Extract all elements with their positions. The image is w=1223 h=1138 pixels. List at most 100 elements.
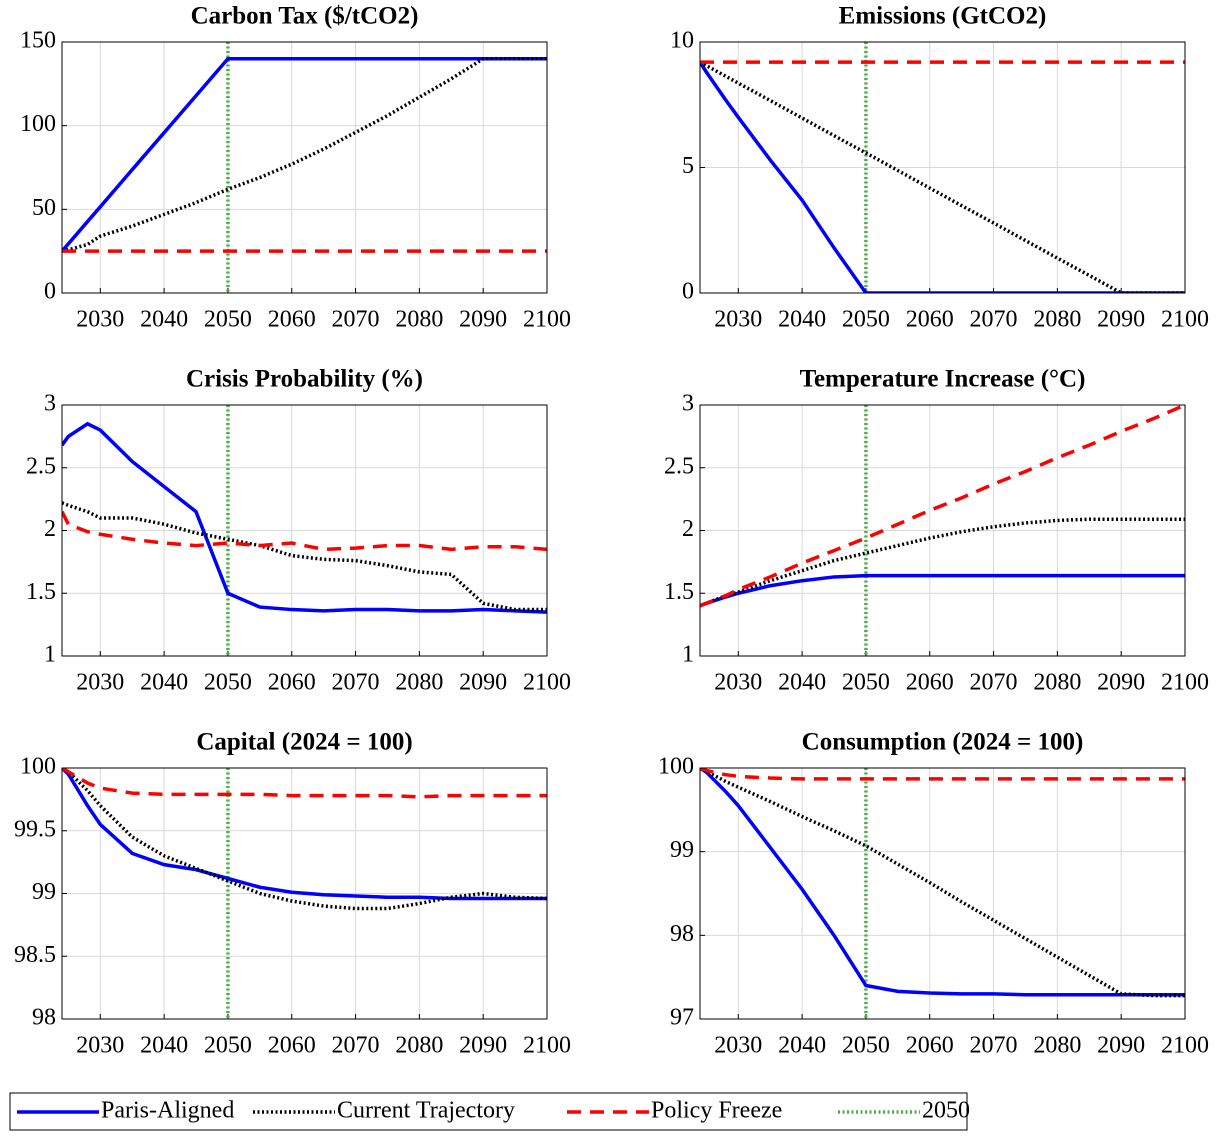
- y-tick-label: 97: [670, 1005, 694, 1031]
- subplot: Carbon Tax ($/tCO2) 0 50 100 150 2030 2040 2050…: [20, 3, 571, 333]
- series-line: [62, 768, 547, 901]
- series-line: [700, 573, 1185, 608]
- subplot: Emissions (GtCO2) 0 5 10 2030 2040 2050 2060 207…: [670, 3, 1209, 333]
- x-tick-label: 2040: [140, 307, 188, 333]
- x-tick-label: 2050: [204, 1033, 252, 1059]
- subplot: Temperature Increase (°C) 1 1.5 2 2.5 3 2030 20…: [664, 366, 1209, 696]
- series-line: [700, 405, 1185, 608]
- y-tick-label: 2.5: [26, 453, 56, 479]
- axes-frame: [61, 41, 548, 294]
- x-tick-label: 2080: [395, 1033, 443, 1059]
- axes-frame: [699, 41, 1186, 294]
- y-tick-label: 98: [670, 921, 694, 947]
- x-tick-label: 2050: [204, 670, 252, 696]
- x-tick-label: 2030: [714, 670, 762, 696]
- chart-title: Crisis Probability (%): [186, 366, 423, 393]
- x-tick-label: 2030: [76, 670, 124, 696]
- x-tick-label: 2030: [76, 307, 124, 333]
- y-tick-label: 50: [32, 195, 56, 221]
- y-tick-label: 3: [682, 391, 694, 417]
- axes-frame: [699, 767, 1186, 1020]
- y-tick-label: 99: [32, 879, 56, 905]
- y-tick-label: 100: [20, 754, 56, 780]
- y-tick-label: 100: [20, 111, 56, 137]
- subplot: Capital (2024 = 100) 98 98.5 99 99.5 100 2030 2…: [14, 729, 571, 1059]
- x-tick-label: 2040: [778, 1033, 826, 1059]
- series-line: [700, 60, 1185, 293]
- x-tick-label: 2070: [332, 1033, 380, 1059]
- x-tick-label: 2030: [714, 307, 762, 333]
- legend-label: 2050: [922, 1098, 970, 1124]
- y-tick-label: 1: [682, 642, 694, 668]
- y-tick-label: 98.5: [14, 942, 56, 968]
- x-tick-label: 2100: [523, 670, 571, 696]
- y-tick-label: 1: [44, 642, 56, 668]
- x-tick-label: 2050: [842, 307, 890, 333]
- x-tick-label: 2080: [395, 307, 443, 333]
- legend-label: Current Trajectory: [337, 1098, 515, 1124]
- series-line: [700, 61, 1185, 293]
- x-tick-label: 2080: [1033, 1033, 1081, 1059]
- series-line: [62, 56, 547, 253]
- y-tick-label: 1.5: [26, 579, 56, 605]
- y-tick-label: 98: [32, 1005, 56, 1031]
- axes-frame: [699, 404, 1186, 657]
- x-tick-label: 2050: [842, 670, 890, 696]
- x-tick-label: 2050: [842, 1033, 890, 1059]
- x-tick-label: 2080: [1033, 670, 1081, 696]
- y-tick-label: 2.5: [664, 453, 694, 479]
- legend-label: Paris-Aligned: [101, 1098, 234, 1124]
- x-tick-label: 2070: [332, 307, 380, 333]
- y-tick-label: 2: [44, 516, 56, 542]
- x-tick-label: 2060: [268, 307, 316, 333]
- chart-title: Temperature Increase (°C): [800, 366, 1086, 393]
- legend-box: [9, 1092, 968, 1131]
- y-tick-label: 5: [682, 153, 694, 179]
- x-tick-label: 2060: [906, 670, 954, 696]
- x-tick-label: 2080: [395, 670, 443, 696]
- x-tick-label: 2070: [970, 1033, 1018, 1059]
- x-tick-label: 2060: [268, 670, 316, 696]
- y-tick-label: 100: [658, 754, 694, 780]
- x-tick-label: 2070: [970, 307, 1018, 333]
- series-line: [62, 501, 547, 612]
- axes-frame: [61, 404, 548, 657]
- x-tick-label: 2090: [459, 307, 507, 333]
- chart-title: Emissions (GtCO2): [839, 3, 1047, 30]
- x-tick-label: 2060: [906, 1033, 954, 1059]
- x-tick-label: 2090: [1097, 307, 1145, 333]
- y-tick-label: 3: [44, 391, 56, 417]
- chart-title: Capital (2024 = 100): [196, 729, 412, 756]
- y-tick-label: 2: [682, 516, 694, 542]
- series-line: [62, 768, 547, 911]
- x-tick-label: 2090: [459, 670, 507, 696]
- chart-title: Carbon Tax ($/tCO2): [191, 3, 419, 30]
- subplot: Consumption (2024 = 100) 97 98 99 100 2030 204…: [658, 729, 1209, 1059]
- y-tick-label: 1.5: [664, 579, 694, 605]
- series-line: [62, 768, 547, 799]
- x-tick-label: 2100: [1161, 670, 1209, 696]
- axes-frame: [61, 767, 548, 1020]
- legend-label: Policy Freeze: [651, 1098, 782, 1124]
- x-tick-label: 2040: [140, 1033, 188, 1059]
- series-line: [700, 517, 1185, 608]
- subplot: Crisis Probability (%) 1 1.5 2 2.5 3 2030 2040 2…: [26, 366, 571, 696]
- x-tick-label: 2060: [268, 1033, 316, 1059]
- y-tick-label: 0: [682, 279, 694, 305]
- chart-title: Consumption (2024 = 100): [802, 729, 1084, 756]
- x-tick-label: 2050: [204, 307, 252, 333]
- series-line: [700, 768, 1185, 998]
- x-tick-label: 2100: [523, 1033, 571, 1059]
- x-tick-label: 2060: [906, 307, 954, 333]
- x-tick-label: 2090: [1097, 670, 1145, 696]
- series-line: [62, 421, 547, 614]
- x-tick-label: 2090: [1097, 1033, 1145, 1059]
- y-tick-label: 150: [20, 28, 56, 54]
- x-tick-label: 2030: [76, 1033, 124, 1059]
- series-line: [62, 56, 547, 253]
- x-tick-label: 2070: [332, 670, 380, 696]
- y-tick-label: 0: [44, 279, 56, 305]
